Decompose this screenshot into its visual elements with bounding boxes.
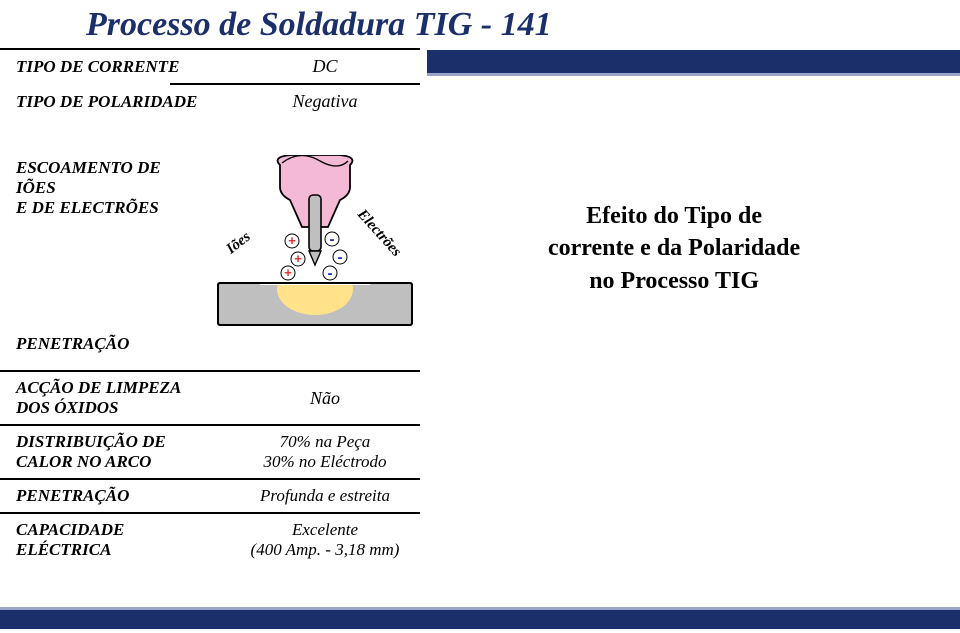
svg-text:-: - [338,249,343,266]
lower-row: DISTRIBUIÇÃO DE CALOR NO ARCO70% na Peça… [0,426,420,478]
middle-label: ESCOAMENTO DE IÕES E DE ELECTRÕES [0,150,200,226]
lower-row: PENETRAÇÃOProfunda e estreita [0,480,420,512]
page-title: Processo de Soldadura TIG - 141 [86,6,552,44]
row-value: Não [240,388,410,409]
row-label: DISTRIBUIÇÃO DE CALOR NO ARCO [16,432,240,472]
svg-text:+: + [284,265,292,280]
upper-row: TIPO DE POLARIDADENegativa [0,85,420,118]
svg-text:+: + [294,251,302,266]
svg-text:-: - [328,265,333,282]
footer-stripe [0,607,960,629]
row-label: TIPO DE POLARIDADE [16,92,240,112]
tig-diagram: + + + - - - Iões Electrões [200,155,430,345]
lower-row: CAPACIDADE ELÉCTRICAExcelente (400 Amp. … [0,514,420,566]
side-line2: corrente e da Polaridade [548,232,800,264]
row-value: Negativa [240,91,410,112]
svg-text:+: + [288,233,296,248]
row-label: CAPACIDADE ELÉCTRICA [16,520,240,560]
side-heading: Efeito do Tipo de corrente e da Polarida… [548,200,800,297]
header-stripe [427,50,960,76]
table-upper: TIPO DE CORRENTEDCTIPO DE POLARIDADENega… [0,48,420,118]
row-value: Profunda e estreita [240,486,410,506]
svg-text:-: - [330,231,335,248]
row-label: TIPO DE CORRENTE [16,57,240,77]
lower-row: ACÇÃO DE LIMPEZA DOS ÓXIDOSNão [0,372,420,424]
row-label: ACÇÃO DE LIMPEZA DOS ÓXIDOS [16,378,240,418]
side-line3: no Processo TIG [548,265,800,297]
middle-label: PENETRAÇÃO [0,326,200,362]
table-middle: ESCOAMENTO DE IÕES E DE ELECTRÕES PENETRA… [0,150,200,362]
row-value: Excelente (400 Amp. - 3,18 mm) [240,520,410,560]
table-lower: ACÇÃO DE LIMPEZA DOS ÓXIDOSNãoDISTRIBUIÇ… [0,370,420,566]
row-value: DC [240,56,410,77]
row-value: 70% na Peça 30% no Eléctrodo [240,432,410,472]
upper-row: TIPO DE CORRENTEDC [0,50,420,83]
electrode [309,195,321,251]
row-label: PENETRAÇÃO [16,486,240,506]
side-line1: Efeito do Tipo de [548,200,800,232]
